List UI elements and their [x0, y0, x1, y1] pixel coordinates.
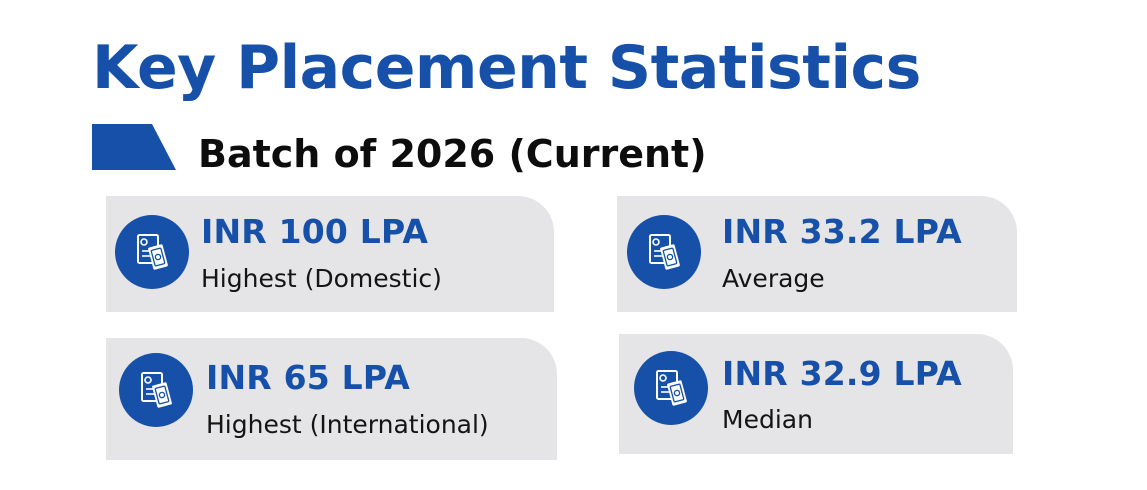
salary-document-icon [634, 351, 708, 425]
stat-value: INR 100 LPA [201, 212, 429, 251]
stat-card-highest-international: INR 65 LPA Highest (International) [106, 338, 557, 460]
stat-value: INR 33.2 LPA [722, 212, 962, 251]
stat-card-highest-domestic: INR 100 LPA Highest (Domestic) [106, 196, 554, 312]
stat-value: INR 65 LPA [206, 358, 410, 397]
stat-card-average: INR 33.2 LPA Average [617, 196, 1017, 312]
stat-label: Median [722, 405, 813, 434]
salary-document-icon [119, 353, 193, 427]
page-title: Key Placement Statistics [92, 33, 921, 103]
stat-label: Highest (Domestic) [201, 264, 442, 293]
section-marker [92, 124, 176, 170]
stat-value: INR 32.9 LPA [722, 354, 962, 393]
stat-label: Highest (International) [206, 410, 489, 439]
salary-document-icon [115, 215, 189, 289]
batch-heading: Batch of 2026 (Current) [198, 132, 707, 176]
stat-label: Average [722, 264, 825, 293]
salary-document-icon [627, 215, 701, 289]
stat-card-median: INR 32.9 LPA Median [619, 334, 1013, 454]
